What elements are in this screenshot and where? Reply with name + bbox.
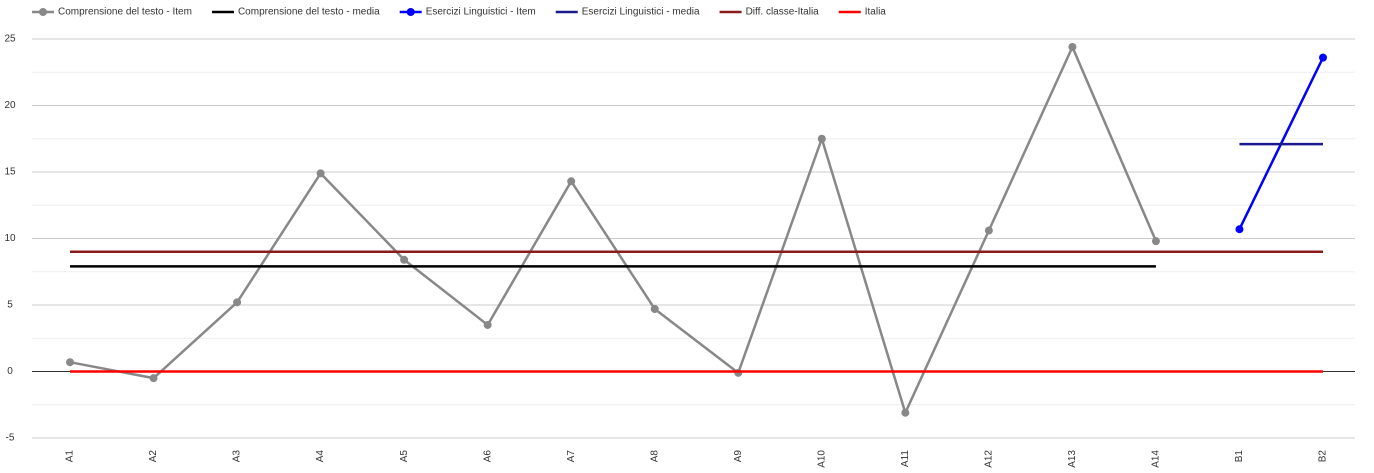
legend-label: Esercizi Linguistici - media bbox=[582, 7, 700, 18]
point bbox=[650, 304, 659, 313]
x-tick-label: B1 bbox=[1234, 450, 1245, 463]
legend-label: Comprensione del testo - Item bbox=[58, 7, 192, 18]
point bbox=[734, 368, 743, 377]
x-tick-label: A9 bbox=[733, 450, 744, 463]
point bbox=[400, 255, 409, 264]
legend-entry: Esercizi Linguistici - Item bbox=[399, 7, 536, 18]
point bbox=[1151, 237, 1160, 246]
y-tick-label: 25 bbox=[4, 34, 16, 45]
x-tick-label: A6 bbox=[482, 450, 493, 463]
legend-entry: Comprensione del testo - Item bbox=[32, 7, 192, 18]
legend-entry: Italia bbox=[838, 7, 887, 18]
y-tick-label: 10 bbox=[4, 233, 16, 244]
x-tick-label: A7 bbox=[566, 450, 577, 463]
legend-label: Comprensione del testo - media bbox=[238, 7, 380, 18]
point bbox=[984, 226, 993, 235]
point bbox=[66, 358, 74, 367]
y-tick-label: 0 bbox=[7, 366, 13, 377]
y-tick-label: -5 bbox=[6, 433, 15, 444]
point bbox=[316, 169, 325, 178]
point bbox=[1319, 53, 1327, 62]
x-tick-label: A14 bbox=[1151, 450, 1162, 468]
point bbox=[901, 408, 910, 417]
point bbox=[149, 374, 158, 383]
y-tick-label: 20 bbox=[4, 100, 16, 111]
point bbox=[483, 320, 492, 329]
legend-label: Esercizi Linguistici - Item bbox=[426, 7, 536, 18]
x-tick-label: B2 bbox=[1318, 450, 1329, 463]
point bbox=[233, 298, 242, 307]
legend-entry: Comprensione del testo - media bbox=[211, 7, 380, 18]
y-tick-label: 15 bbox=[4, 167, 16, 178]
x-tick-label: A12 bbox=[984, 450, 995, 468]
x-tick-label: A8 bbox=[649, 450, 660, 463]
x-tick-label: A4 bbox=[315, 450, 326, 463]
point bbox=[817, 134, 826, 143]
x-tick-label: A5 bbox=[399, 450, 410, 463]
legend-label: Diff. classe-Italia bbox=[746, 7, 820, 18]
series-line bbox=[69, 45, 1158, 414]
point bbox=[567, 177, 576, 186]
x-tick-label: A3 bbox=[232, 450, 243, 463]
x-tick-label: A2 bbox=[148, 450, 159, 463]
legend-marker bbox=[406, 8, 415, 16]
point bbox=[1068, 42, 1077, 51]
legend-entry: Diff. classe-Italia bbox=[719, 7, 820, 18]
legend-label: Italia bbox=[865, 7, 887, 18]
x-tick-label: A1 bbox=[65, 450, 76, 463]
x-tick-label: A10 bbox=[816, 450, 827, 468]
x-tick-label: A11 bbox=[900, 450, 911, 467]
y-tick-label: 5 bbox=[7, 300, 13, 311]
legend-marker bbox=[39, 8, 47, 16]
x-tick-label: A13 bbox=[1067, 450, 1078, 468]
point bbox=[1235, 225, 1244, 234]
legend-entry: Esercizi Linguistici - media bbox=[555, 7, 700, 18]
